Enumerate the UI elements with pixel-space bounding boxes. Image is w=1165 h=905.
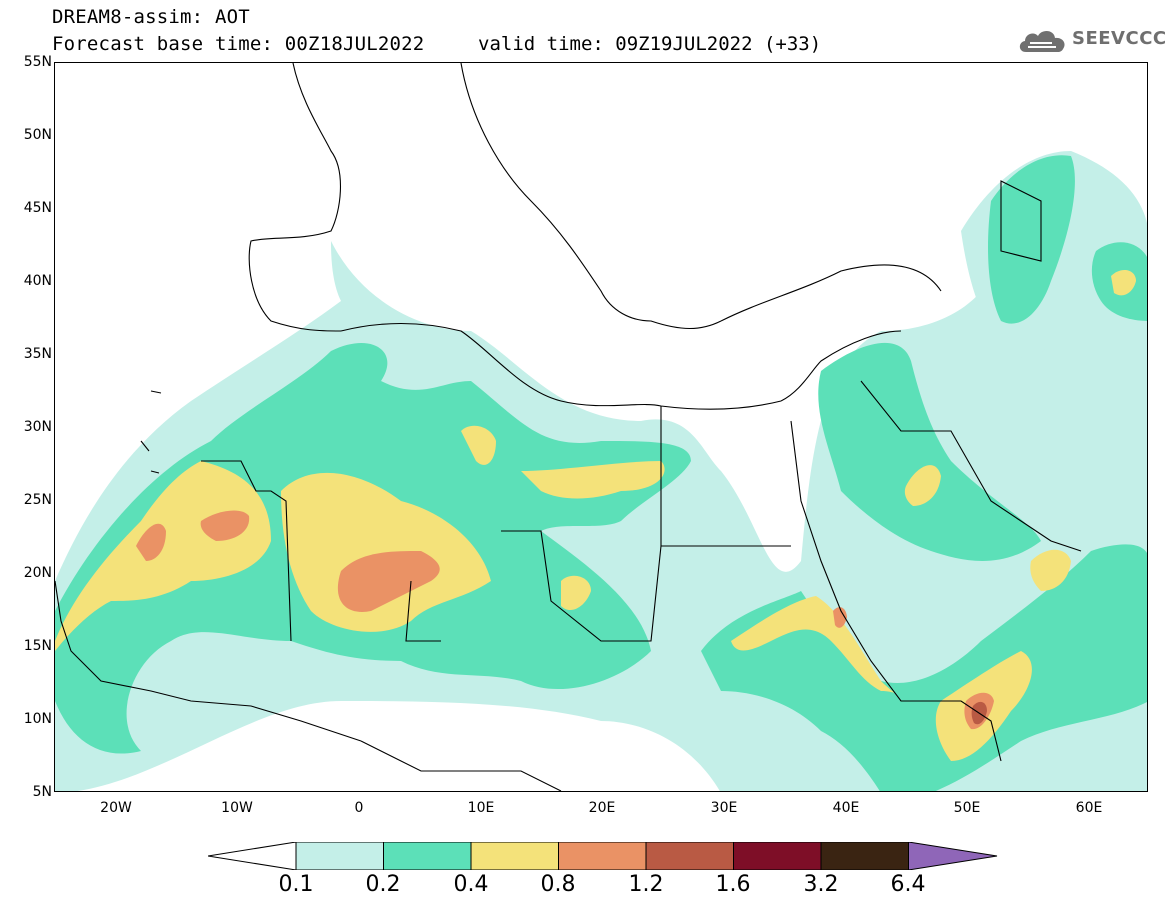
colorbar-label-1.6: 1.6 [715,872,751,897]
base-time: Forecast base time: 00Z18JUL2022 [52,33,425,55]
colorbar-swatch-0.4 [470,841,559,871]
colorbar-swatch-0.8 [558,841,647,871]
colorbar-label-0.1: 0.1 [278,872,314,897]
colorbar-swatch-1.6 [733,841,822,871]
aot-contour-0.8 [337,551,440,612]
logo-text: SEEVCCC [1072,28,1165,49]
aot-contour-0.4 [521,461,665,499]
aot-contour-0.4 [1030,549,1071,591]
aot-contour-0.2 [701,544,1147,791]
lat-label-50n: 50N [23,127,52,143]
aot-contour-0.8 [200,510,250,541]
aot-contour-0.4 [561,575,591,611]
aot-contour-0.2 [988,155,1075,324]
aot-contour-0.4 [55,461,271,651]
lon-label-10w: 10W [221,800,253,816]
map-panel [54,62,1148,792]
lat-label-5n: 5N [32,784,52,800]
lat-label-35n: 35N [23,346,52,362]
lon-label-40e: 40E [832,800,860,816]
colorbar-swatch-1.2 [645,841,734,871]
colorbar-label-1.2: 1.2 [628,872,664,897]
lon-label-60e: 60E [1075,800,1103,816]
lat-label-30n: 30N [23,419,52,435]
lon-label-0: 0 [354,800,364,816]
aot-contours [55,151,1147,791]
cloud-icon [1019,30,1065,52]
lon-label-20e: 20E [588,800,616,816]
colorbar-swatch-0.2 [383,841,472,871]
aot-contour-0.8 [136,523,166,561]
map-title: DREAM8-assim: AOT [52,6,250,28]
colorbar-label-0.2: 0.2 [365,872,401,897]
aot-contour-0.4 [731,596,896,694]
lat-label-10n: 10N [23,711,52,727]
colorbar-label-3.2: 3.2 [803,872,839,897]
colorbar-graphic [207,841,998,871]
lon-label-20w: 20W [100,800,132,816]
aot-field-map [55,63,1147,791]
lat-label-25n: 25N [23,492,52,508]
colorbar-label-6.4: 6.4 [890,872,926,897]
colorbar-label-0.4: 0.4 [453,872,489,897]
lat-label-55n: 55N [23,54,52,70]
colorbar-swatch-0.1 [295,841,384,871]
lat-label-40n: 40N [23,273,52,289]
aot-contour-0.4 [1111,269,1136,296]
lat-label-45n: 45N [23,200,52,216]
colorbar [207,841,998,871]
aot-contour-0.4 [904,465,941,506]
lon-label-10e: 10E [467,800,495,816]
colorbar-swatch-over [908,841,998,871]
aot-contour-0.8 [833,607,847,628]
colorbar-label-0.8: 0.8 [540,872,576,897]
lon-label-30e: 30E [710,800,738,816]
lon-label-50e: 50E [953,800,981,816]
seevccc-logo: SEEVCCC [1016,22,1165,62]
coastlines [55,63,1082,791]
colorbar-swatch-under [207,841,297,871]
valid-time: valid time: 09Z19JUL2022 (+33) [478,33,822,55]
lat-label-15n: 15N [23,638,52,654]
lat-label-20n: 20N [23,565,52,581]
aot-contour-0.4 [461,425,496,465]
colorbar-swatch-3.2 [820,841,909,871]
